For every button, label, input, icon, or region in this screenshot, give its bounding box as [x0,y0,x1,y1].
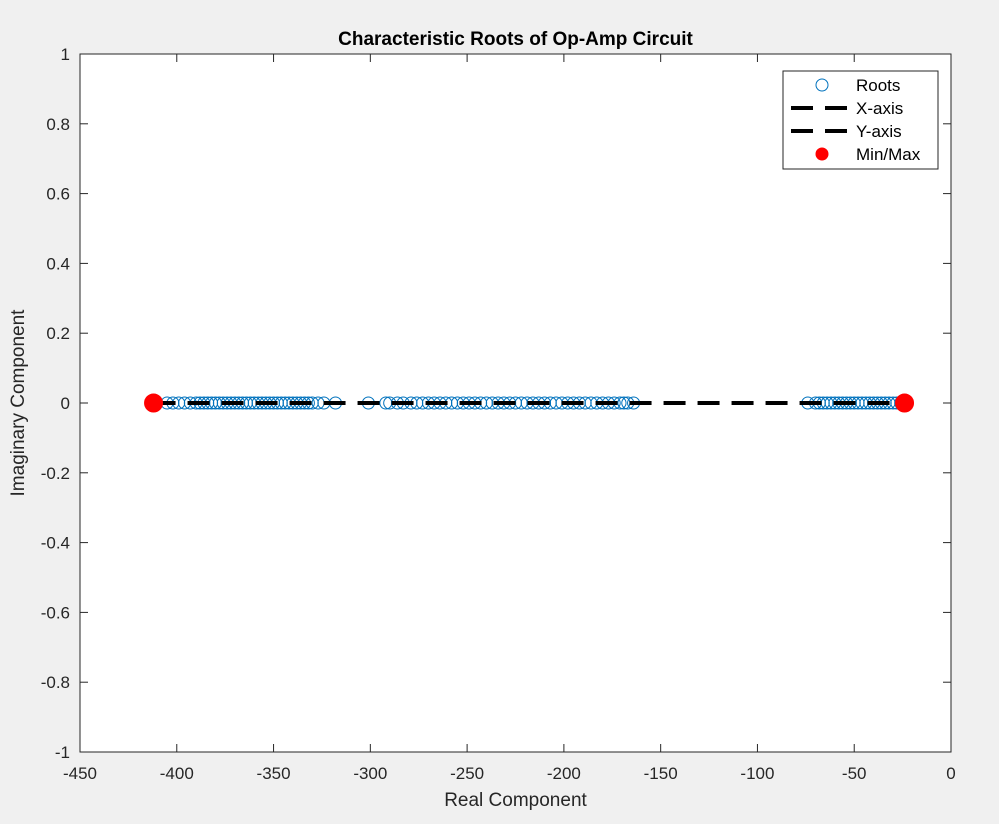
y-tick-label: 0.4 [46,254,70,273]
min-max-point [895,393,915,413]
y-tick-label: 1 [61,45,70,64]
x-tick-label: -300 [353,764,387,783]
x-tick-label: -250 [450,764,484,783]
legend-label: Roots [856,76,900,95]
plot-frame [79,53,952,753]
x-tick-label: 0 [946,764,955,783]
legend-label: Min/Max [856,145,921,164]
legend-label: Y-axis [856,122,902,141]
x-tick-label: -350 [257,764,291,783]
y-tick-label: -0.6 [41,603,70,622]
y-tick-label: -1 [55,743,70,762]
x-tick-label: -100 [740,764,774,783]
series-layer [144,393,915,413]
min-max-point [144,393,164,413]
legend-box [782,70,939,170]
y-tick-label: -0.4 [41,534,70,553]
y-tick-label: 0.6 [46,185,70,204]
y-axis-ticks: -1 -0.8 -0.6 -0.4 -0.2 0 0.2 0.4 0.6 0.8 1 [41,45,951,762]
legend-label: X-axis [856,99,903,118]
legend-marker-min-max [815,147,829,161]
y-tick-label: -0.2 [41,464,70,483]
y-tick-label: 0.2 [46,324,70,343]
x-tick-label: -150 [644,764,678,783]
x-tick-label: -400 [160,764,194,783]
x-tick-label: -50 [842,764,867,783]
y-tick-label: 0.8 [46,115,70,134]
chart-title: Characteristic Roots of Op-Amp Circuit [338,29,693,50]
y-axis-label: Imaginary Component [8,309,29,497]
y-tick-label: 0 [61,394,70,413]
x-axis-ticks: -450 -400 -350 -300 -250 -200 -150 -100 -50 0 [63,54,956,783]
x-tick-label: -200 [547,764,581,783]
x-tick-label: -450 [63,764,97,783]
y-tick-label: -0.8 [41,673,70,692]
legend: Roots X-axis Y-axis Min/Max [782,70,939,170]
legend-marker-roots [815,78,829,92]
x-axis-label: Real Component [444,790,587,811]
